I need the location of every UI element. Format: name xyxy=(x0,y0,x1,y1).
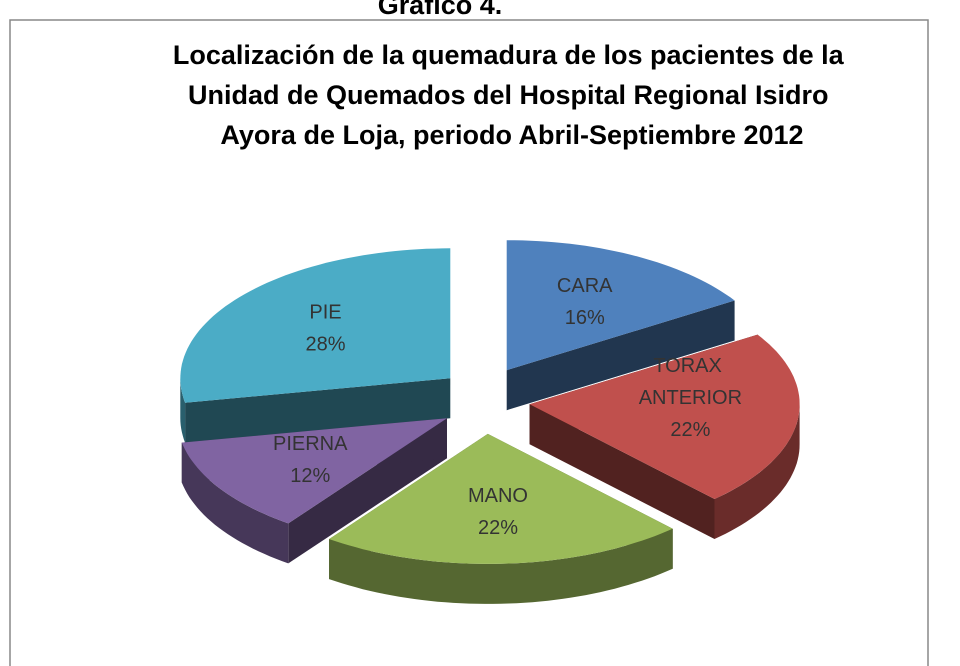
slice xyxy=(180,248,451,443)
slice-label: PIERNA xyxy=(273,433,348,455)
slice-label: CARA xyxy=(557,275,613,297)
slice-top xyxy=(529,334,800,499)
slice-value-label: 22% xyxy=(478,517,518,539)
heading: Gráfico 4. xyxy=(378,0,503,20)
slice-value-label: 28% xyxy=(305,334,345,356)
slice-value-label: 12% xyxy=(290,465,330,487)
slice xyxy=(529,334,800,539)
slice xyxy=(506,240,735,411)
chart-title: Localización de la quemadura de los paci… xyxy=(173,40,851,150)
slice-value-label: 16% xyxy=(565,307,605,329)
slice-side xyxy=(714,404,800,539)
slice-top xyxy=(329,433,673,564)
slice-label: PIE xyxy=(309,302,341,324)
slice-label: TORAX ANTERIOR xyxy=(639,355,742,409)
slice xyxy=(329,433,673,604)
slice-top xyxy=(180,248,451,403)
slice-wall xyxy=(506,300,735,411)
slice xyxy=(181,418,448,564)
slice-wall xyxy=(529,404,715,539)
slice-side xyxy=(329,528,673,604)
slice-wall xyxy=(185,378,451,443)
slice-top xyxy=(181,418,448,524)
slice-side xyxy=(181,442,289,564)
slice-side xyxy=(180,378,186,443)
slice-value-label: 22% xyxy=(670,419,710,441)
slice-top xyxy=(506,240,735,371)
slice-label: MANO xyxy=(468,485,528,507)
